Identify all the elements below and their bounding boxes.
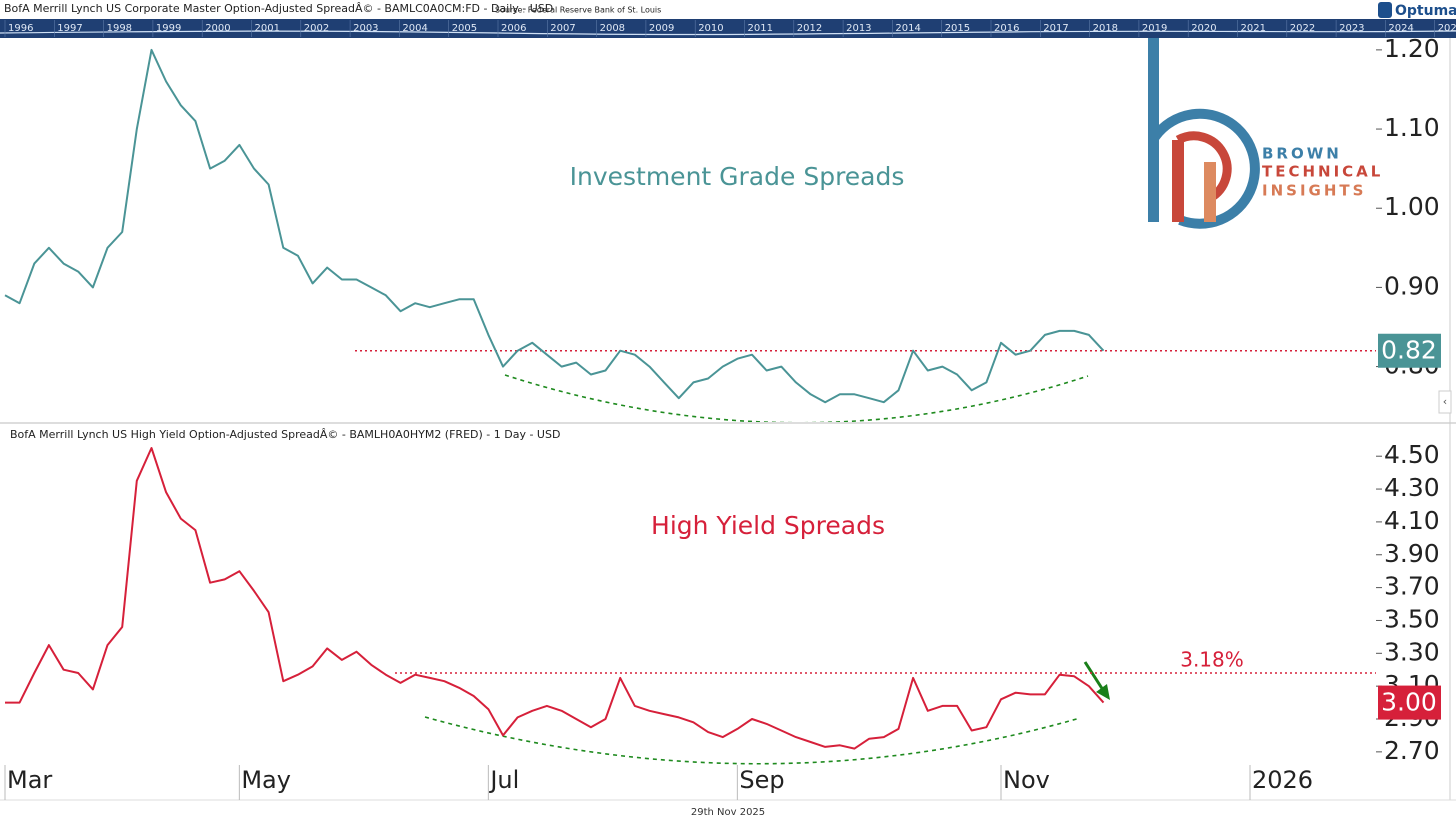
header-title: BofA Merrill Lynch US Corporate Master O…: [4, 2, 553, 15]
timeline-year: 2000: [205, 23, 230, 34]
timeline-year: 2016: [994, 23, 1019, 34]
logo-p-leg: [1204, 162, 1216, 222]
timeline-year: 1996: [8, 23, 33, 34]
timeline-year: 2020: [1191, 23, 1216, 34]
arrow: [1083, 661, 1105, 691]
timeline-year: 2025: [1438, 23, 1456, 34]
x-tick-label: Jul: [488, 766, 519, 794]
logo-text: INSIGHTS: [1262, 182, 1366, 200]
timeline-year: 1999: [156, 23, 181, 34]
collapse-button[interactable]: [1438, 390, 1452, 414]
timeline-line: [0, 30, 1456, 36]
brand: Optuma: [1395, 3, 1456, 19]
brand-icon: [1378, 2, 1392, 18]
annotation: Investment Grade Spreads: [570, 162, 905, 191]
y-tick-label: 3.90: [1384, 539, 1440, 568]
logo-b: [1148, 108, 1260, 229]
timeline-year: 2018: [1093, 23, 1118, 34]
y-tick-label: 3.50: [1384, 604, 1440, 633]
timeline-year: 2022: [1290, 23, 1315, 34]
y-tick-label: 2.70: [1384, 736, 1440, 765]
x-tick-label: 2026: [1252, 766, 1313, 794]
series-line: [5, 447, 1105, 750]
x-tick-label: May: [241, 766, 291, 794]
logo-text: TECHNICAL: [1262, 163, 1383, 181]
base-arc: [424, 716, 1081, 765]
timeline-year: 2014: [895, 23, 920, 34]
timeline-strip: [0, 19, 1456, 38]
x-tick-label: Nov: [1003, 766, 1050, 794]
y-tick-label: 1.00: [1384, 192, 1440, 221]
y-tick-label: 4.50: [1384, 440, 1440, 469]
timeline-year: 2024: [1388, 23, 1413, 34]
chart-title: BofA Merrill Lynch US High Yield Option-…: [10, 428, 560, 441]
logo-text: BROWN: [1262, 145, 1342, 163]
timeline-year: 2021: [1241, 23, 1266, 34]
footer-date: 29th Nov 2025: [691, 807, 765, 818]
y-tick-label: 4.10: [1384, 506, 1440, 535]
x-tick-label: Mar: [7, 766, 52, 794]
timeline-year: 2007: [550, 23, 575, 34]
timeline-year: 2010: [698, 23, 723, 34]
reference-label: 3.18%: [1180, 648, 1244, 672]
timeline-year: 2008: [600, 23, 625, 34]
logo-p-bar: [1172, 140, 1184, 222]
timeline-year: 1998: [107, 23, 132, 34]
last-value-label: 0.82: [1381, 336, 1437, 365]
y-tick-label: 3.70: [1384, 572, 1440, 601]
annotation: High Yield Spreads: [651, 511, 885, 540]
y-tick-label: 3.30: [1384, 637, 1440, 666]
last-value-box: [1378, 685, 1441, 720]
timeline-year: 2001: [255, 23, 280, 34]
logo-bar: [1148, 38, 1159, 222]
collapse-icon: ‹: [1443, 395, 1447, 408]
logo-p: [1175, 131, 1232, 202]
timeline-year: 2005: [452, 23, 477, 34]
timeline-year: 2004: [402, 23, 427, 34]
y-tick-label: 1.20: [1384, 34, 1440, 63]
timeline-year: 2012: [797, 23, 822, 34]
y-tick-label: 0.90: [1384, 271, 1440, 300]
timeline-year: 2011: [748, 23, 773, 34]
timeline-year: 2013: [846, 23, 871, 34]
last-value-label: 3.00: [1381, 688, 1437, 717]
timeline-year: 2023: [1339, 23, 1364, 34]
timeline-year: 2017: [1043, 23, 1068, 34]
header-source: Source: Federal Reserve Bank of St. Loui…: [495, 6, 661, 15]
timeline-year: 2015: [945, 23, 970, 34]
timeline-year: 2019: [1142, 23, 1167, 34]
y-tick-label: 1.10: [1384, 113, 1440, 142]
timeline-year: 2002: [304, 23, 329, 34]
timeline-year: 2009: [649, 23, 674, 34]
x-tick-label: Sep: [739, 766, 784, 794]
last-value-box: [1378, 333, 1441, 368]
arrow-head: [1096, 684, 1110, 700]
series-line: [4, 48, 1105, 404]
y-tick-label: 4.30: [1384, 473, 1440, 502]
timeline-year: 2006: [501, 23, 526, 34]
timeline-year: 2003: [353, 23, 378, 34]
timeline-year: 1997: [57, 23, 82, 34]
